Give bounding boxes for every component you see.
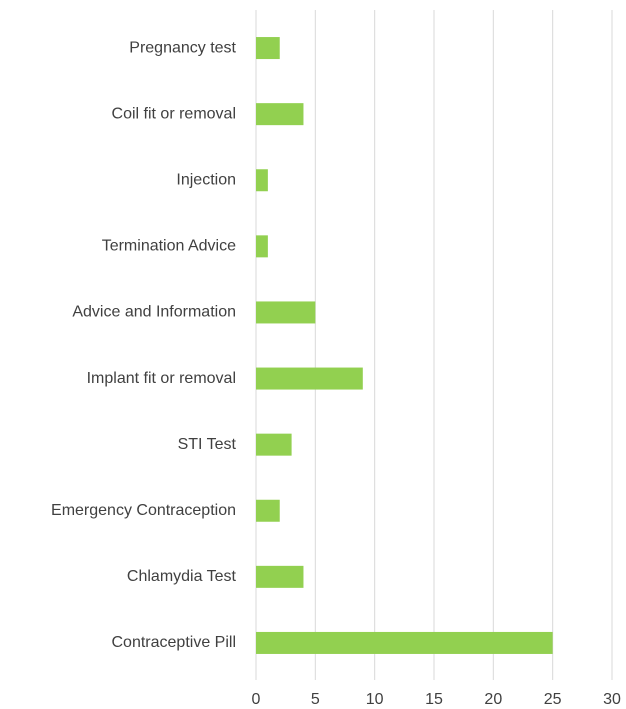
y-tick-label: Implant fit or removal xyxy=(87,370,236,387)
y-tick-label: Injection xyxy=(176,171,236,188)
y-tick-label: Termination Advice xyxy=(102,238,236,255)
bar xyxy=(256,499,280,522)
bar xyxy=(256,301,316,324)
y-tick-label: Chlamydia Test xyxy=(127,568,237,585)
y-tick-label: STI Test xyxy=(178,436,237,453)
x-tick-label: 20 xyxy=(484,691,502,708)
bar xyxy=(256,565,304,588)
x-tick-label: 25 xyxy=(544,691,562,708)
x-tick-label: 30 xyxy=(603,691,621,708)
bar xyxy=(256,103,304,126)
x-tick-label: 5 xyxy=(311,691,320,708)
y-tick-label: Coil fit or removal xyxy=(112,105,236,122)
x-tick-label: 15 xyxy=(425,691,443,708)
bar xyxy=(256,169,268,192)
y-tick-label: Pregnancy test xyxy=(129,39,236,56)
bar xyxy=(256,631,553,654)
bar xyxy=(256,235,268,258)
x-tick-label: 10 xyxy=(366,691,384,708)
bar xyxy=(256,37,280,60)
x-tick-label: 0 xyxy=(252,691,261,708)
y-tick-label: Advice and Information xyxy=(72,304,236,321)
bar xyxy=(256,367,363,390)
y-tick-label: Emergency Contraception xyxy=(51,502,236,519)
bar xyxy=(256,433,292,456)
y-tick-label: Contraceptive Pill xyxy=(112,634,237,651)
